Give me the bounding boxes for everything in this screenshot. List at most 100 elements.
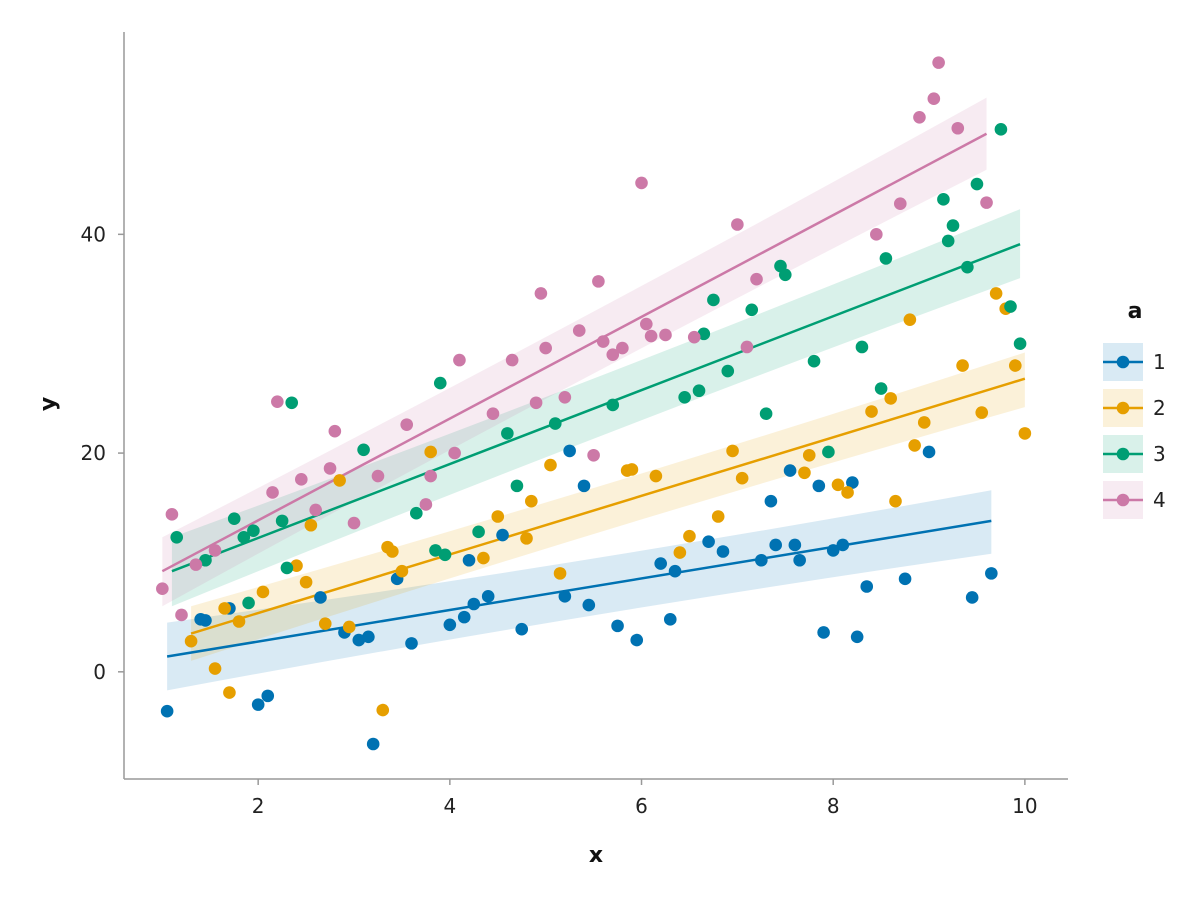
point-series-1 [577,479,591,493]
point-series-4 [558,390,572,404]
point-series-2 [376,703,390,717]
x-tick-label: 4 [443,794,456,818]
legend-marker [1116,493,1130,507]
point-series-2 [256,585,270,599]
legend-marker [1116,355,1130,369]
point-series-4 [927,92,941,106]
point-series-4 [208,544,222,557]
fit-line-4 [161,132,988,573]
point-series-1 [716,545,730,558]
legend-item-1: 1 [1103,343,1166,381]
point-series-4 [156,582,169,595]
point-series-2 [208,662,222,675]
point-series-4 [271,395,284,408]
point-series-1 [352,633,366,647]
point-series-4 [731,218,744,231]
x-ticks: 2 4 6 8 10 [252,779,1038,818]
point-series-2 [1008,359,1022,372]
point-series-1 [702,535,715,548]
point-series-1 [985,567,998,580]
point-series-3 [357,443,370,457]
point-series-3 [433,376,447,390]
point-series-3 [275,514,289,528]
point-series-4 [592,275,605,288]
point-series-1 [788,538,802,552]
point-series-1 [457,610,471,624]
point-series-3 [438,548,452,562]
point-series-1 [965,591,979,604]
point-series-2 [956,359,969,372]
legend-items: 1 2 3 4 [1103,343,1166,519]
point-series-3 [721,364,735,378]
point-series-1 [481,590,495,603]
point-series-1 [199,614,212,627]
point-series-3 [855,340,869,354]
legend-marker [1116,401,1130,415]
point-series-1 [826,544,840,557]
point-series-1 [611,619,624,633]
data-points [156,56,1032,751]
point-series-1 [251,698,265,711]
point-series-4 [539,341,552,355]
point-series-4 [189,558,203,571]
point-series-2 [304,518,318,532]
point-series-4 [932,56,945,69]
point-series-2 [424,445,437,459]
point-series-4 [740,340,754,354]
point-series-1 [261,689,275,703]
x-tick-label: 8 [827,794,840,818]
legend-label: 2 [1153,396,1166,420]
x-tick-label: 6 [635,794,648,818]
point-series-3 [510,479,524,493]
point-series-3 [501,427,514,440]
point-series-3 [941,234,955,248]
point-series-1 [783,464,797,477]
point-series-2 [802,448,816,462]
point-series-4 [951,121,965,135]
point-series-4 [424,469,437,483]
point-series-2 [491,510,505,523]
point-series-3 [692,384,706,398]
point-series-4 [572,324,586,337]
x-tick-label: 10 [1012,794,1037,818]
point-series-2 [232,615,246,628]
point-series-1 [630,633,644,647]
legend-label: 3 [1153,442,1166,466]
point-series-4 [616,341,629,355]
point-series-3 [410,506,423,520]
point-series-2 [477,551,490,565]
point-series-2 [218,602,231,615]
point-series-2 [726,444,739,458]
point-series-1 [860,580,874,593]
point-series-3 [170,530,184,544]
fit-line-3 [171,243,1021,573]
point-series-4 [505,353,519,367]
point-series-1 [793,553,806,567]
point-series-2 [395,564,409,578]
point-series-2 [544,458,557,472]
point-series-4 [294,473,308,486]
point-series-1 [582,598,596,612]
point-series-1 [366,737,380,751]
point-series-4 [606,348,620,361]
point-series-4 [913,111,926,124]
axes: 2 4 6 8 10 0 20 40 x y [36,32,1068,868]
point-series-4 [596,335,610,348]
point-series-1 [405,637,418,650]
point-series-2 [649,469,663,483]
point-series-3 [994,123,1008,136]
fit-line-1 [166,519,992,658]
point-series-1 [462,553,476,567]
point-series-4 [323,462,337,475]
point-series-4 [347,516,361,530]
point-series-3 [199,553,212,567]
point-series-2 [975,406,989,419]
point-series-2 [889,494,902,508]
point-series-1 [846,476,859,489]
point-series-2 [223,686,236,699]
point-series-4 [400,418,414,431]
point-series-4 [448,446,461,460]
point-series-4 [635,176,648,190]
point-series-1 [563,444,576,458]
